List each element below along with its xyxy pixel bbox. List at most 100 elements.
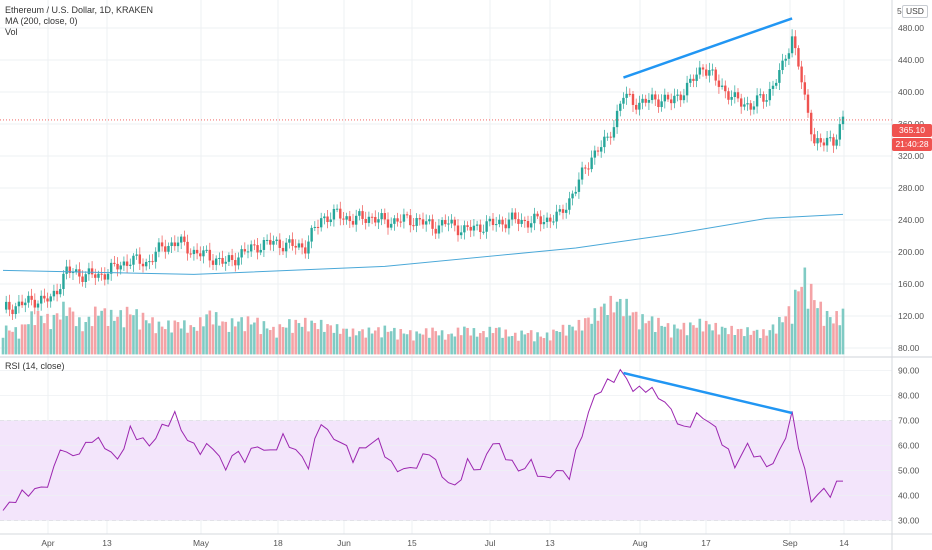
candle-body <box>800 66 803 83</box>
candle-body <box>577 179 581 192</box>
candle-body <box>62 273 65 290</box>
volume-bar <box>437 335 441 355</box>
candle-body <box>218 257 221 259</box>
volume-bar <box>816 308 819 355</box>
candle-body <box>421 219 425 225</box>
volume-bar <box>138 329 142 355</box>
candle-body <box>256 245 259 253</box>
volume-bar <box>281 327 285 355</box>
ma-200-line <box>2 213 844 275</box>
volume-bar <box>148 323 151 355</box>
volume-bar <box>23 324 27 355</box>
candle-body <box>399 221 402 223</box>
volume-bar <box>625 298 628 355</box>
volume-bar <box>227 331 231 355</box>
candle-body <box>396 218 399 222</box>
candle-body <box>625 93 628 98</box>
volume-bar <box>224 321 228 355</box>
volume-bar <box>653 332 657 355</box>
volume-bar <box>634 311 638 355</box>
price-trendline[interactable] <box>623 17 793 79</box>
volume-bar <box>450 333 453 355</box>
volume-bar <box>71 311 75 355</box>
candle-body <box>383 213 387 220</box>
volume-bar <box>612 312 616 355</box>
candle-body <box>179 236 183 243</box>
volume-bar <box>574 330 578 355</box>
candle-body <box>141 263 145 267</box>
volume-bar <box>262 321 266 355</box>
candle-body <box>806 94 810 113</box>
candle-body <box>622 97 625 104</box>
volume-legend-label[interactable]: Vol <box>5 27 18 37</box>
candle-body <box>304 247 307 254</box>
volume-bar <box>720 326 724 355</box>
rsi-tick-label: 60.00 <box>898 441 920 451</box>
volume-bar <box>822 325 826 355</box>
volume-bar <box>660 325 663 355</box>
rsi-axis-ticks[interactable]: 90.00 80.00 70.00 60.00 50.00 40.00 30.00 <box>898 366 920 526</box>
volume-bar <box>373 330 377 355</box>
volume-bar <box>631 312 635 355</box>
volume-bar <box>663 326 667 355</box>
candle-body <box>762 94 765 102</box>
volume-bar <box>389 331 393 355</box>
candle-body <box>249 244 253 252</box>
price-tick-label: 440.00 <box>898 55 924 65</box>
volume-bar <box>167 320 170 355</box>
volume-bar <box>644 323 648 355</box>
volume-bar <box>688 322 692 355</box>
volume-bar <box>593 308 597 355</box>
volume-bar <box>548 340 552 355</box>
candle-body <box>638 102 641 110</box>
candle-body <box>288 239 291 243</box>
volume-bar <box>428 337 431 355</box>
symbol-title[interactable]: Ethereum / U.S. Dollar, 1D, KRAKEN <box>5 5 154 15</box>
volume-bar <box>256 317 259 355</box>
volume-bar <box>93 306 97 355</box>
price-axis-ticks[interactable]: 480.00440.00400.00360.00320.00280.00240.… <box>898 23 924 353</box>
volume-bar <box>755 329 759 355</box>
volume-bar <box>402 333 406 355</box>
candle-body <box>819 138 822 143</box>
volume-bar <box>771 324 775 355</box>
candle-body <box>485 221 488 232</box>
rsi-legend-label[interactable]: RSI (14, close) <box>5 361 65 371</box>
candle-body <box>97 273 100 278</box>
rsi-trendline[interactable] <box>623 371 793 415</box>
volume-bar <box>284 327 288 355</box>
candle-body <box>708 70 711 76</box>
volume-bar <box>507 336 511 355</box>
volume-bar <box>303 317 307 355</box>
candle-body <box>466 225 469 227</box>
candle-body <box>144 261 148 267</box>
volume-bar <box>463 326 466 355</box>
time-tick-label: 15 <box>407 538 417 548</box>
candle-body <box>151 261 154 263</box>
volume-bar <box>173 320 177 355</box>
candle-body <box>631 94 635 105</box>
candle-body <box>269 239 272 245</box>
candle-body <box>491 218 495 226</box>
volume-bar <box>475 336 479 355</box>
candle-body <box>790 36 794 54</box>
volume-bar <box>793 289 797 355</box>
volume-bar <box>739 328 743 355</box>
ma-legend-label[interactable]: MA (200, close, 0) <box>5 16 78 26</box>
volume-bar <box>195 330 199 355</box>
candle-body <box>778 70 781 83</box>
candle-body <box>307 241 310 254</box>
currency-button[interactable]: USD <box>902 5 928 18</box>
time-axis-ticks[interactable]: Apr 13 May 18 Jun 15 Jul 13 Aug 17 Sep 14 <box>41 538 849 548</box>
candle-body <box>246 251 250 253</box>
candle-body <box>704 69 708 76</box>
volume-bar <box>14 327 18 355</box>
volume-bar <box>259 334 263 355</box>
volume-bar <box>803 267 807 355</box>
candle-body <box>520 219 523 224</box>
volume-bar <box>52 314 56 355</box>
candle-body <box>377 219 380 223</box>
candle-body <box>692 78 695 81</box>
candle-body <box>494 224 498 226</box>
